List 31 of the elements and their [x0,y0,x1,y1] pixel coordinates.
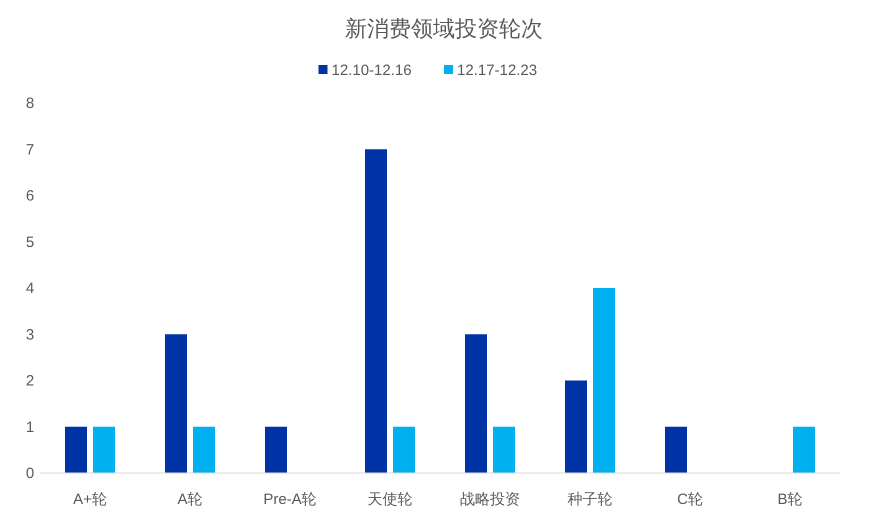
y-tick-label: 7 [26,141,34,158]
bar [665,426,687,473]
y-tick-label: 6 [26,188,34,204]
x-tick-label: C轮 [677,491,703,508]
bar [365,149,387,473]
y-tick-label: 0 [26,465,34,482]
bar [165,334,187,473]
x-tick-label: 种子轮 [568,491,612,508]
bar [593,288,615,473]
bar [265,426,287,473]
x-tick-label: A轮 [177,491,203,508]
y-tick-label: 3 [26,326,34,344]
y-tick-label: 2 [26,372,34,390]
y-tick-label: 8 [26,95,34,112]
bar [193,426,215,473]
y-tick-label: 5 [26,234,34,251]
bar [465,334,487,473]
bar [65,426,87,473]
bar [93,426,115,473]
x-tick-label: B轮 [777,491,803,508]
bar [493,426,515,473]
y-tick-label: 1 [26,418,34,436]
x-tick-label: 天使轮 [368,491,412,508]
x-tick-label: Pre-A轮 [263,491,317,508]
bar [793,426,815,473]
y-tick-label: 4 [26,280,34,297]
bar [565,380,587,473]
bar [393,426,415,473]
x-tick-label: A+轮 [73,491,107,508]
x-tick-label: 战略投资 [460,491,520,508]
chart-title: 新消费领域投资轮次 [345,16,543,41]
